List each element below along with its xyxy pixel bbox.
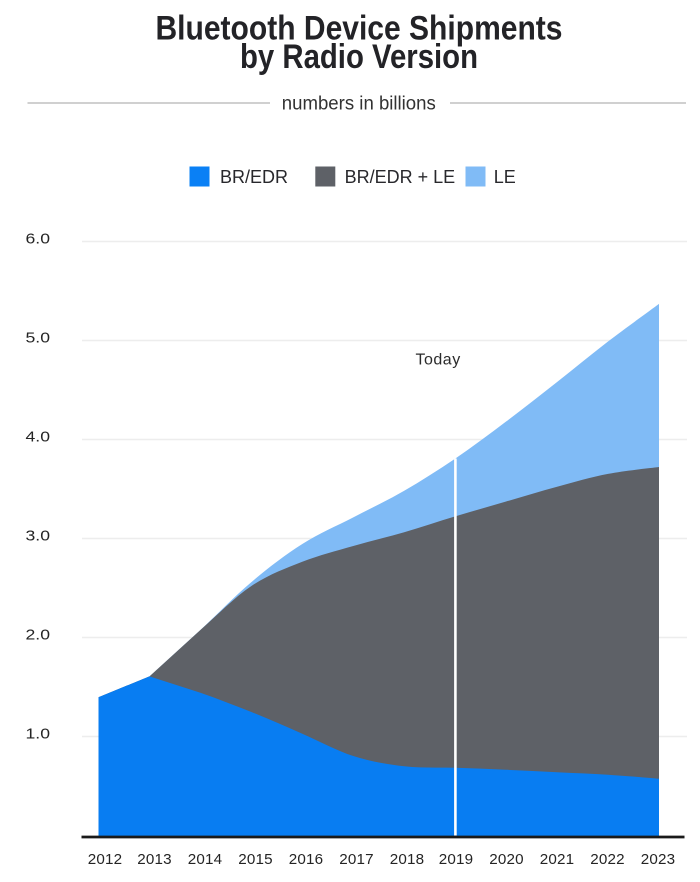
svg-text:Bluetooth Device Shipments: Bluetooth Device Shipments <box>156 10 563 48</box>
svg-text:2023: 2023 <box>641 851 676 868</box>
svg-text:2021: 2021 <box>540 851 575 868</box>
svg-text:2020: 2020 <box>489 851 524 868</box>
svg-text:numbers in billions: numbers in billions <box>282 94 436 115</box>
svg-text:2015: 2015 <box>238 851 273 868</box>
svg-text:3.0: 3.0 <box>26 528 51 545</box>
svg-text:Today: Today <box>416 352 461 369</box>
svg-text:2012: 2012 <box>88 851 123 868</box>
svg-text:1.0: 1.0 <box>26 726 51 743</box>
svg-text:2017: 2017 <box>339 851 374 868</box>
svg-text:2022: 2022 <box>590 851 625 868</box>
svg-text:by Radio Version: by Radio Version <box>240 38 478 76</box>
svg-text:4.0: 4.0 <box>26 429 51 446</box>
svg-text:2.0: 2.0 <box>26 627 51 644</box>
svg-text:2019: 2019 <box>439 851 474 868</box>
svg-text:BR/EDR + LE: BR/EDR + LE <box>345 167 456 187</box>
svg-text:2016: 2016 <box>289 851 324 868</box>
svg-text:2013: 2013 <box>137 851 172 868</box>
svg-text:LE: LE <box>494 167 516 187</box>
svg-text:BR/EDR: BR/EDR <box>220 167 288 187</box>
svg-text:5.0: 5.0 <box>26 330 51 347</box>
svg-text:2014: 2014 <box>188 851 223 868</box>
svg-text:6.0: 6.0 <box>26 231 51 248</box>
svg-text:2018: 2018 <box>390 851 425 868</box>
